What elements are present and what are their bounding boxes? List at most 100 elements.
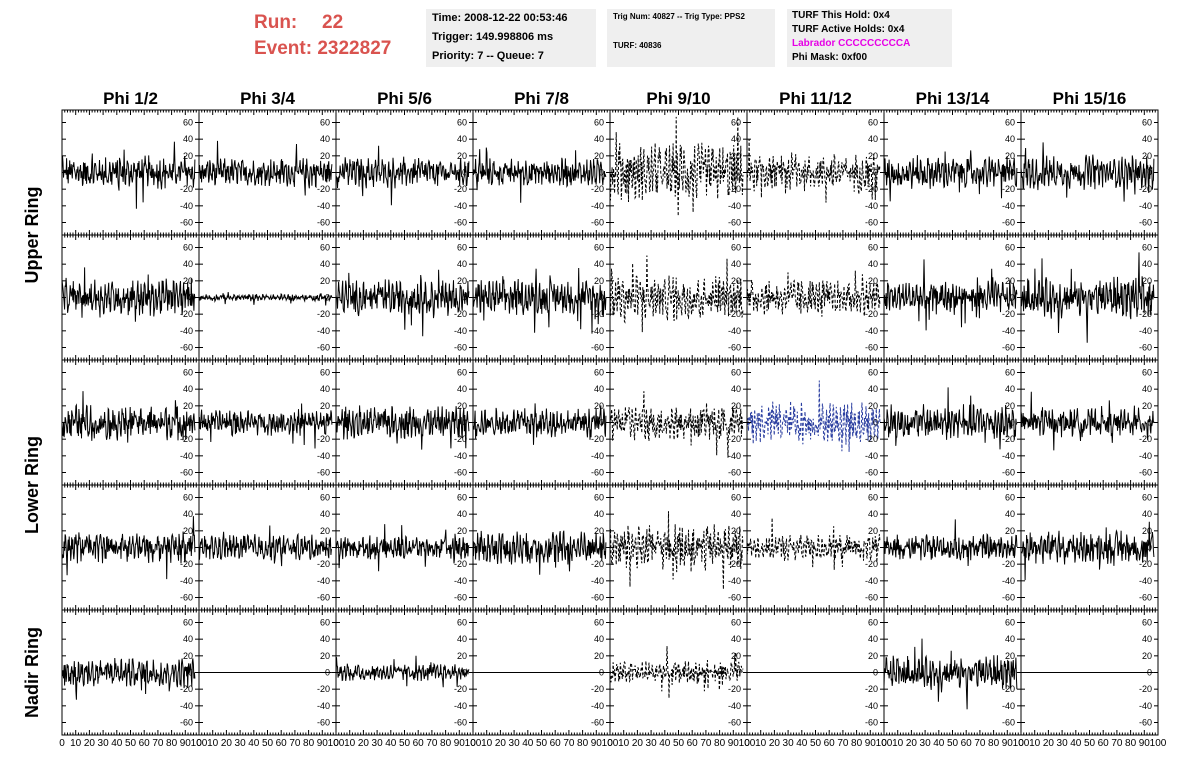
y-tick-label: 60 xyxy=(731,243,741,253)
y-tick-label: -20 xyxy=(865,309,878,319)
y-tick-label: 0 xyxy=(736,668,741,678)
y-tick-label: 60 xyxy=(731,368,741,378)
y-tick-label: 60 xyxy=(457,368,467,378)
column-header: Phi 15/16 xyxy=(1053,89,1127,108)
y-tick-label: -60 xyxy=(1139,343,1152,353)
y-tick-label: -40 xyxy=(591,451,604,461)
y-tick-label: 40 xyxy=(868,384,878,394)
y-tick-label: -60 xyxy=(865,593,878,603)
column-header: Phi 9/10 xyxy=(646,89,710,108)
y-tick-label: -60 xyxy=(865,218,878,228)
y-tick-label: -60 xyxy=(180,218,193,228)
y-tick-label: 0 xyxy=(1147,168,1152,178)
y-tick-label: 40 xyxy=(1142,634,1152,644)
y-tick-label: -60 xyxy=(591,593,604,603)
y-tick-label: 40 xyxy=(868,134,878,144)
y-tick-label: -60 xyxy=(1002,593,1015,603)
y-tick-label: 20 xyxy=(320,526,330,536)
y-tick-label: 0 xyxy=(325,668,330,678)
y-tick-label: 60 xyxy=(1142,368,1152,378)
y-tick-label: 40 xyxy=(457,384,467,394)
waveform-trace xyxy=(883,519,1018,567)
y-tick-label: -40 xyxy=(454,201,467,211)
y-tick-label: 40 xyxy=(731,634,741,644)
y-tick-label: 0 xyxy=(1010,293,1015,303)
y-tick-label: 20 xyxy=(1005,401,1015,411)
y-tick-label: 40 xyxy=(183,634,193,644)
y-tick-label: 20 xyxy=(320,651,330,661)
waveform-trace xyxy=(609,646,744,699)
y-tick-label: -20 xyxy=(317,684,330,694)
y-tick-label: -60 xyxy=(1002,718,1015,728)
y-tick-label: 0 xyxy=(873,543,878,553)
y-tick-label: 0 xyxy=(188,543,193,553)
y-tick-label: -40 xyxy=(728,201,741,211)
y-tick-label: -40 xyxy=(728,576,741,586)
column-header: Phi 3/4 xyxy=(240,89,295,108)
y-tick-label: 40 xyxy=(731,384,741,394)
y-tick-label: -60 xyxy=(180,718,193,728)
y-tick-label: -60 xyxy=(1002,218,1015,228)
y-tick-label: 40 xyxy=(731,259,741,269)
y-tick-label: 40 xyxy=(183,509,193,519)
y-tick-label: -40 xyxy=(1139,326,1152,336)
y-tick-label: 60 xyxy=(457,118,467,128)
y-tick-label: 0 xyxy=(1147,418,1152,428)
y-tick-label: 40 xyxy=(868,259,878,269)
y-tick-label: 0 xyxy=(873,168,878,178)
y-tick-label: -40 xyxy=(1002,701,1015,711)
y-tick-label: 0 xyxy=(462,668,467,678)
y-tick-label: -60 xyxy=(1139,593,1152,603)
waveform-trace xyxy=(746,139,881,203)
y-tick-label: -20 xyxy=(728,559,741,569)
y-tick-label: 0 xyxy=(1147,668,1152,678)
y-tick-label: -20 xyxy=(317,184,330,194)
waveform-trace xyxy=(61,267,196,322)
y-tick-label: 60 xyxy=(731,118,741,128)
y-tick-label: 60 xyxy=(320,368,330,378)
y-tick-label: 20 xyxy=(183,651,193,661)
y-tick-label: 0 xyxy=(736,418,741,428)
y-tick-label: -40 xyxy=(180,451,193,461)
run-number: 22 xyxy=(322,12,344,33)
y-tick-label: 20 xyxy=(731,276,741,286)
y-tick-label: -40 xyxy=(180,576,193,586)
y-tick-label: 20 xyxy=(1142,526,1152,536)
y-tick-label: -60 xyxy=(728,343,741,353)
y-tick-label: 0 xyxy=(325,543,330,553)
y-tick-label: 0 xyxy=(599,418,604,428)
y-tick-label: 40 xyxy=(1005,509,1015,519)
y-tick-label: 20 xyxy=(1005,151,1015,161)
panel-frame xyxy=(335,359,474,486)
y-tick-label: 0 xyxy=(1147,293,1152,303)
waveform-trace xyxy=(609,391,744,458)
y-tick-label: -20 xyxy=(454,434,467,444)
waveform-trace xyxy=(198,525,332,567)
y-tick-label: -20 xyxy=(865,434,878,444)
y-tick-label: -60 xyxy=(1002,343,1015,353)
y-tick-label: -60 xyxy=(728,468,741,478)
y-tick-label: -60 xyxy=(180,468,193,478)
waveform-trace xyxy=(609,255,744,333)
run-event-label: Run: 22 Event: 2322827 xyxy=(254,10,391,62)
y-tick-label: 40 xyxy=(1142,509,1152,519)
turf-text: TURF: 40836 xyxy=(613,41,662,50)
y-tick-label: 0 xyxy=(873,418,878,428)
y-tick-label: 40 xyxy=(457,259,467,269)
y-tick-label: 60 xyxy=(868,118,878,128)
waveform-trace xyxy=(609,511,744,590)
y-tick-label: 20 xyxy=(868,276,878,286)
y-tick-label: 60 xyxy=(1005,118,1015,128)
y-tick-label: 40 xyxy=(320,134,330,144)
y-tick-label: -20 xyxy=(1139,684,1152,694)
y-tick-label: 20 xyxy=(457,151,467,161)
y-tick-label: 40 xyxy=(594,384,604,394)
y-tick-label: 20 xyxy=(1142,276,1152,286)
y-tick-label: 40 xyxy=(1005,259,1015,269)
y-tick-label: -40 xyxy=(591,326,604,336)
y-tick-label: 60 xyxy=(183,243,193,253)
waveform-trace xyxy=(335,524,470,572)
waveform-trace xyxy=(472,147,607,203)
y-tick-label: 40 xyxy=(457,509,467,519)
y-tick-label: -20 xyxy=(317,559,330,569)
